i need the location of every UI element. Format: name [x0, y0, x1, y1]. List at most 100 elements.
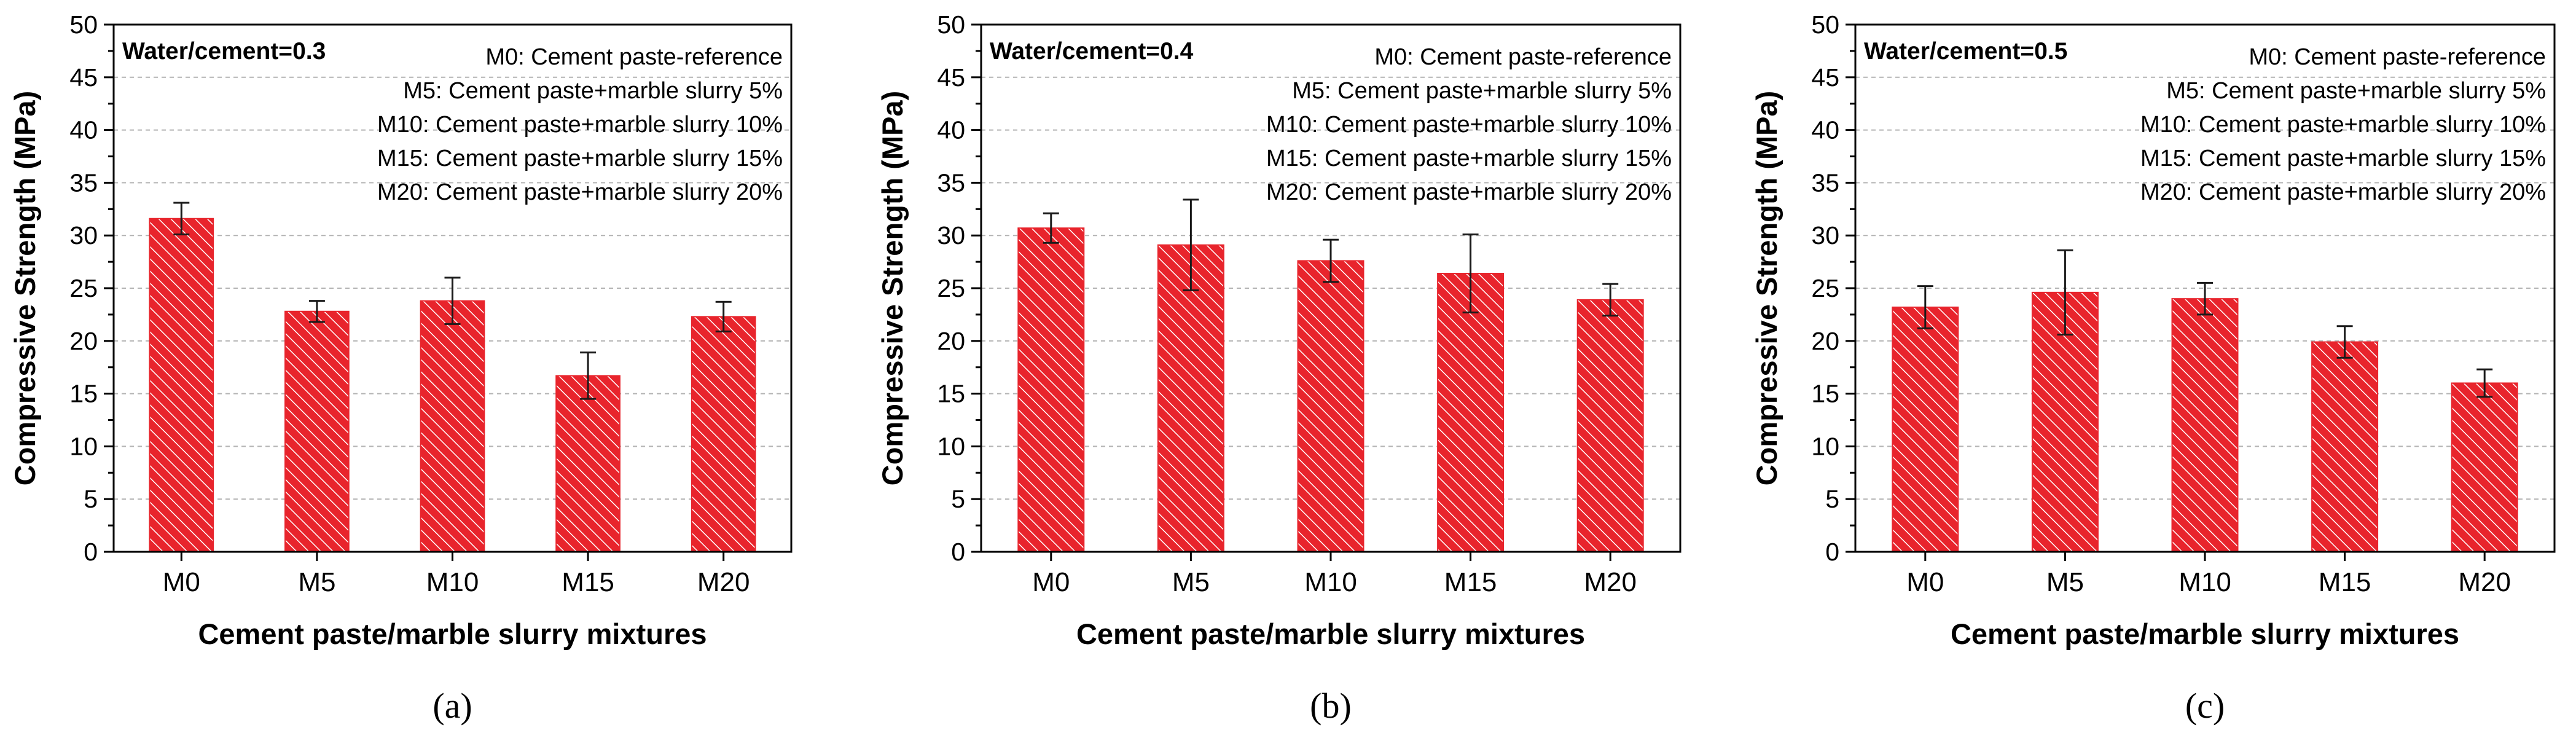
y-tick-label: 30 [1811, 221, 1839, 249]
x-tick-label: M20 [1584, 567, 1637, 597]
legend-entry: M5: Cement paste+marble slurry 5% [1292, 78, 1672, 104]
legend-entry: M5: Cement paste+marble slurry 5% [403, 78, 783, 104]
bar-m10 [2171, 298, 2239, 552]
x-tick-label: M0 [163, 567, 200, 597]
x-tick-label: M10 [2179, 567, 2231, 597]
annotation-water-cement: Water/cement=0.3 [122, 38, 326, 65]
error-bar-m15 [2336, 325, 2353, 359]
bar-m20 [2451, 382, 2518, 552]
chart-panel-2: 0 5 10 15 20 25 30 35 40 45 50 M0 M5 M10 M15 M20 Cement … [876, 10, 1681, 726]
error-bar-m20 [2476, 368, 2493, 398]
bar-m5 [284, 310, 350, 552]
y-tick-label: 5 [951, 485, 965, 513]
y-tick-label: 45 [937, 63, 965, 92]
legend-entry: M0: Cement paste-reference [2249, 44, 2546, 70]
error-bar-m0 [1917, 285, 1933, 329]
bar-m5 [2031, 291, 2099, 552]
error-bar-m5 [1183, 198, 1199, 291]
error-bar-m20 [715, 300, 732, 332]
y-tick-label: 30 [937, 221, 965, 249]
y-tick-label: 10 [1811, 432, 1839, 460]
y-tick-label: 15 [1811, 380, 1839, 408]
y-axis-title: Compressive Strength (MPa) [9, 91, 41, 485]
x-tick-label: M0 [1906, 567, 1944, 597]
chart-panel-3: 0 5 10 15 20 25 30 35 40 45 50 M0 M5 M10 M15 M20 Cement … [1750, 10, 2556, 726]
bar-m0 [149, 218, 214, 552]
error-bar-m10 [444, 277, 461, 325]
panel-label: (b) [1310, 686, 1352, 726]
x-tick-label: M15 [1444, 567, 1497, 597]
bar-m0 [1017, 227, 1085, 552]
y-axis-title: Compressive Strength (MPa) [1750, 91, 1783, 485]
legend-entry: M10: Cement paste+marble slurry 10% [2140, 112, 2546, 138]
x-tick-label: M15 [2319, 567, 2371, 597]
x-tick-label: M20 [697, 567, 750, 597]
panel-label: (c) [2185, 686, 2225, 726]
x-tick-label: M5 [2046, 567, 2084, 597]
legend-entry: M10: Cement paste+marble slurry 10% [1266, 112, 1672, 138]
error-bar-m20 [1602, 283, 1619, 317]
y-tick-label: 45 [1811, 63, 1839, 92]
bar-m5 [1157, 244, 1224, 552]
legend-entry: M15: Cement paste+marble slurry 15% [377, 146, 783, 171]
error-bar-m5 [308, 300, 325, 323]
bar-m10 [420, 300, 485, 552]
y-tick-label: 40 [1811, 116, 1839, 144]
y-tick-label: 0 [951, 538, 965, 566]
y-tick-label: 50 [1811, 10, 1839, 39]
x-axis-title: Cement paste/marble slurry mixtures [1076, 618, 1585, 650]
x-tick-label: M20 [2458, 567, 2511, 597]
x-tick-label: M5 [1172, 567, 1210, 597]
x-tick-label: M10 [426, 567, 479, 597]
y-tick-label: 0 [1825, 538, 1839, 566]
legend-entry: M20: Cement paste+marble slurry 20% [1266, 179, 1672, 205]
y-tick-label: 35 [937, 168, 965, 197]
y-tick-label: 25 [69, 274, 98, 302]
error-bar-m0 [1043, 212, 1059, 244]
legend-entry: M0: Cement paste-reference [485, 44, 783, 70]
y-tick-label: 45 [69, 63, 98, 92]
y-tick-label: 10 [937, 432, 965, 460]
bar-m15 [555, 375, 621, 552]
error-bar-m10 [2197, 281, 2213, 316]
legend-entry: M15: Cement paste+marble slurry 15% [1266, 146, 1672, 171]
x-tick-label: M15 [562, 567, 614, 597]
bar-m20 [1576, 299, 1644, 552]
legend-entry: M0: Cement paste-reference [1374, 44, 1672, 70]
y-tick-label: 10 [69, 432, 98, 460]
error-bar-m15 [580, 351, 597, 400]
chart-panel-1: 0 5 10 15 20 25 30 35 40 45 50 M0 M5 M10 M15 M20 Cement … [9, 10, 793, 726]
legend-entry: M20: Cement paste+marble slurry 20% [377, 179, 783, 205]
x-tick-label: M5 [298, 567, 335, 597]
y-tick-label: 20 [937, 327, 965, 355]
y-tick-label: 40 [69, 116, 98, 144]
y-tick-label: 50 [69, 10, 98, 39]
error-bar-m0 [173, 202, 190, 235]
legend-entry: M20: Cement paste+marble slurry 20% [2140, 179, 2546, 205]
annotation-water-cement: Water/cement=0.4 [990, 38, 1194, 65]
y-tick-label: 35 [1811, 168, 1839, 197]
y-tick-label: 0 [84, 538, 98, 566]
y-axis-title: Compressive Strength (MPa) [876, 91, 909, 485]
y-tick-label: 5 [84, 485, 98, 513]
bar-m20 [691, 316, 756, 552]
panel-label: (a) [433, 686, 472, 726]
bar-m15 [1437, 272, 1505, 552]
x-tick-label: M10 [1304, 567, 1357, 597]
y-tick-label: 15 [69, 380, 98, 408]
legend-entry: M10: Cement paste+marble slurry 10% [377, 112, 783, 138]
error-bar-m15 [1462, 233, 1479, 313]
y-tick-label: 20 [69, 327, 98, 355]
y-tick-label: 5 [1825, 485, 1839, 513]
bar-m0 [1892, 306, 1959, 552]
x-axis-title: Cement paste/marble slurry mixtures [198, 618, 707, 650]
x-axis-title: Cement paste/marble slurry mixtures [1951, 618, 2459, 650]
bar-m10 [1297, 260, 1364, 552]
y-tick-label: 15 [937, 380, 965, 408]
bar-m15 [2311, 341, 2379, 552]
error-bar-m10 [1323, 238, 1339, 283]
y-tick-label: 25 [937, 274, 965, 302]
y-tick-label: 25 [1811, 274, 1839, 302]
